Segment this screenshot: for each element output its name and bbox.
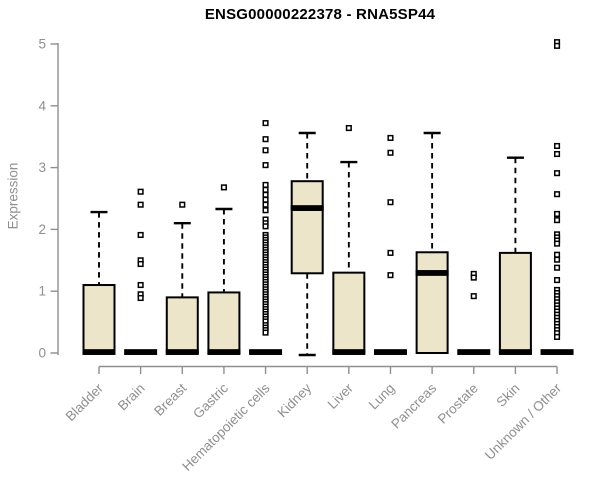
box-group bbox=[207, 184, 241, 355]
median-bar bbox=[540, 349, 574, 355]
median-bar bbox=[498, 349, 532, 355]
box-iqr bbox=[332, 271, 366, 354]
median-bar bbox=[124, 349, 158, 355]
box-iqr bbox=[82, 284, 116, 354]
box-group bbox=[124, 188, 158, 355]
outlier-point bbox=[262, 223, 269, 230]
outlier-point bbox=[262, 186, 269, 193]
outlier-point bbox=[553, 333, 561, 340]
box-group bbox=[540, 39, 574, 355]
outlier-point bbox=[553, 210, 561, 217]
y-tick-label: 0 bbox=[38, 346, 46, 361]
median-bar bbox=[249, 349, 283, 355]
median-bar bbox=[165, 349, 199, 355]
median-bar bbox=[290, 205, 324, 211]
outlier-point bbox=[553, 240, 561, 247]
y-tick-label: 1 bbox=[38, 284, 46, 299]
outlier-point bbox=[137, 188, 144, 195]
outlier-point bbox=[262, 181, 269, 188]
box-group bbox=[373, 134, 407, 355]
x-category-label: Pancreas bbox=[388, 380, 439, 431]
box-iqr bbox=[207, 291, 241, 355]
median-bar bbox=[373, 349, 407, 355]
outlier-point bbox=[137, 201, 144, 208]
y-tick-label: 2 bbox=[38, 222, 46, 237]
box-group bbox=[332, 124, 366, 355]
outlier-point bbox=[262, 120, 269, 127]
outlier-point bbox=[262, 162, 269, 169]
outlier-point bbox=[387, 249, 394, 256]
y-axis-label: Expression bbox=[5, 162, 21, 230]
outlier-point bbox=[262, 136, 269, 143]
outlier-point bbox=[262, 196, 269, 203]
outlier-point bbox=[262, 201, 269, 208]
outlier-point bbox=[553, 217, 561, 224]
outlier-point bbox=[262, 207, 269, 214]
box-iqr bbox=[290, 180, 324, 275]
median-bar bbox=[207, 349, 241, 355]
outlier-point bbox=[553, 256, 561, 263]
x-category-label: Kidney bbox=[275, 380, 315, 420]
box-group bbox=[82, 210, 116, 355]
median-bar bbox=[332, 349, 366, 355]
outlier-point bbox=[553, 170, 561, 177]
box-group bbox=[498, 156, 532, 355]
x-category-label: Breast bbox=[151, 380, 189, 418]
x-category-label: Unknown / Other bbox=[482, 380, 565, 463]
box-group bbox=[290, 131, 324, 357]
outlier-point bbox=[220, 184, 227, 191]
x-category-label: Skin bbox=[493, 381, 522, 410]
outlier-point bbox=[137, 260, 144, 268]
outlier-point bbox=[387, 199, 394, 206]
box-group bbox=[457, 270, 491, 355]
outlier-point bbox=[553, 150, 561, 158]
outlier-point bbox=[470, 274, 477, 281]
x-category-label: Lung bbox=[366, 381, 398, 413]
outlier-point bbox=[387, 134, 394, 141]
x-category-label: Brain bbox=[115, 381, 148, 414]
outlier-point bbox=[179, 201, 186, 208]
outlier-point bbox=[137, 231, 144, 239]
box-group bbox=[415, 131, 449, 355]
box-iqr bbox=[498, 251, 532, 354]
box-iqr bbox=[165, 296, 199, 355]
outlier-point bbox=[387, 272, 394, 279]
outlier-point bbox=[553, 277, 561, 284]
x-category-label: Gastric bbox=[190, 380, 231, 421]
x-category-label: Bladder bbox=[63, 380, 107, 424]
outlier-point bbox=[553, 191, 561, 198]
y-tick-label: 3 bbox=[38, 160, 46, 175]
outlier-point bbox=[137, 281, 144, 289]
x-category-label: Prostate bbox=[435, 381, 481, 427]
outlier-point bbox=[262, 147, 269, 154]
x-category-label: Liver bbox=[325, 380, 357, 412]
median-bar bbox=[415, 270, 449, 276]
outlier-point bbox=[262, 191, 269, 198]
outlier-point bbox=[553, 142, 561, 150]
outlier-point bbox=[553, 42, 561, 49]
median-bar bbox=[457, 349, 491, 355]
box-group bbox=[249, 120, 283, 355]
outlier-point bbox=[553, 264, 561, 271]
chart-title: ENSG00000222378 - RNA5SP44 bbox=[204, 6, 436, 23]
box-iqr bbox=[415, 251, 449, 355]
outlier-point bbox=[345, 124, 352, 132]
outlier-point bbox=[262, 329, 269, 336]
outlier-point bbox=[387, 149, 394, 156]
box-group bbox=[165, 201, 199, 355]
outlier-point bbox=[137, 294, 144, 302]
y-tick-label: 4 bbox=[38, 98, 46, 113]
outlier-point bbox=[553, 251, 561, 258]
median-bar bbox=[82, 349, 116, 355]
outlier-point bbox=[470, 293, 477, 300]
y-tick-label: 5 bbox=[38, 37, 46, 52]
